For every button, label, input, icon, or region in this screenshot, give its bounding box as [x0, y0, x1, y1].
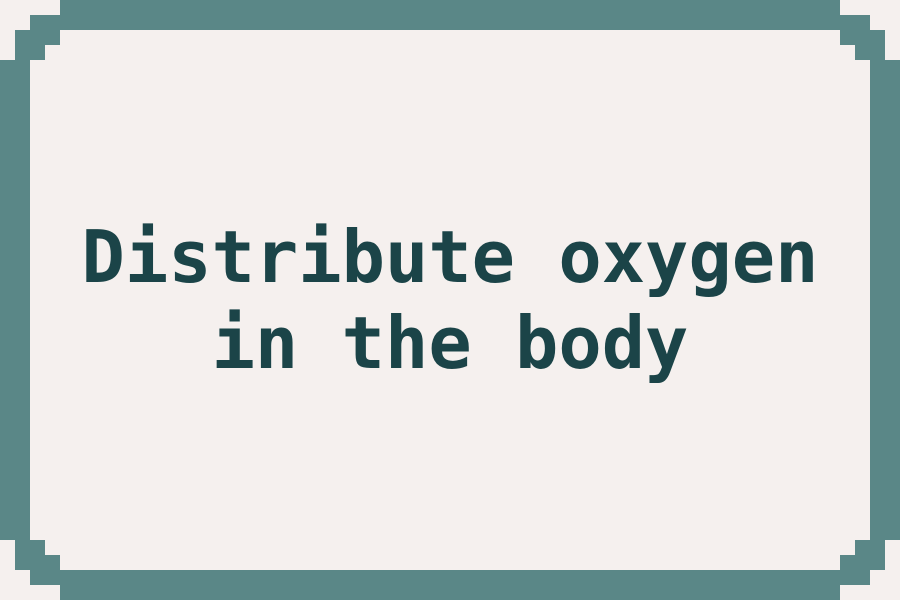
card-text: Distribute oxygen in the body [81, 215, 819, 385]
